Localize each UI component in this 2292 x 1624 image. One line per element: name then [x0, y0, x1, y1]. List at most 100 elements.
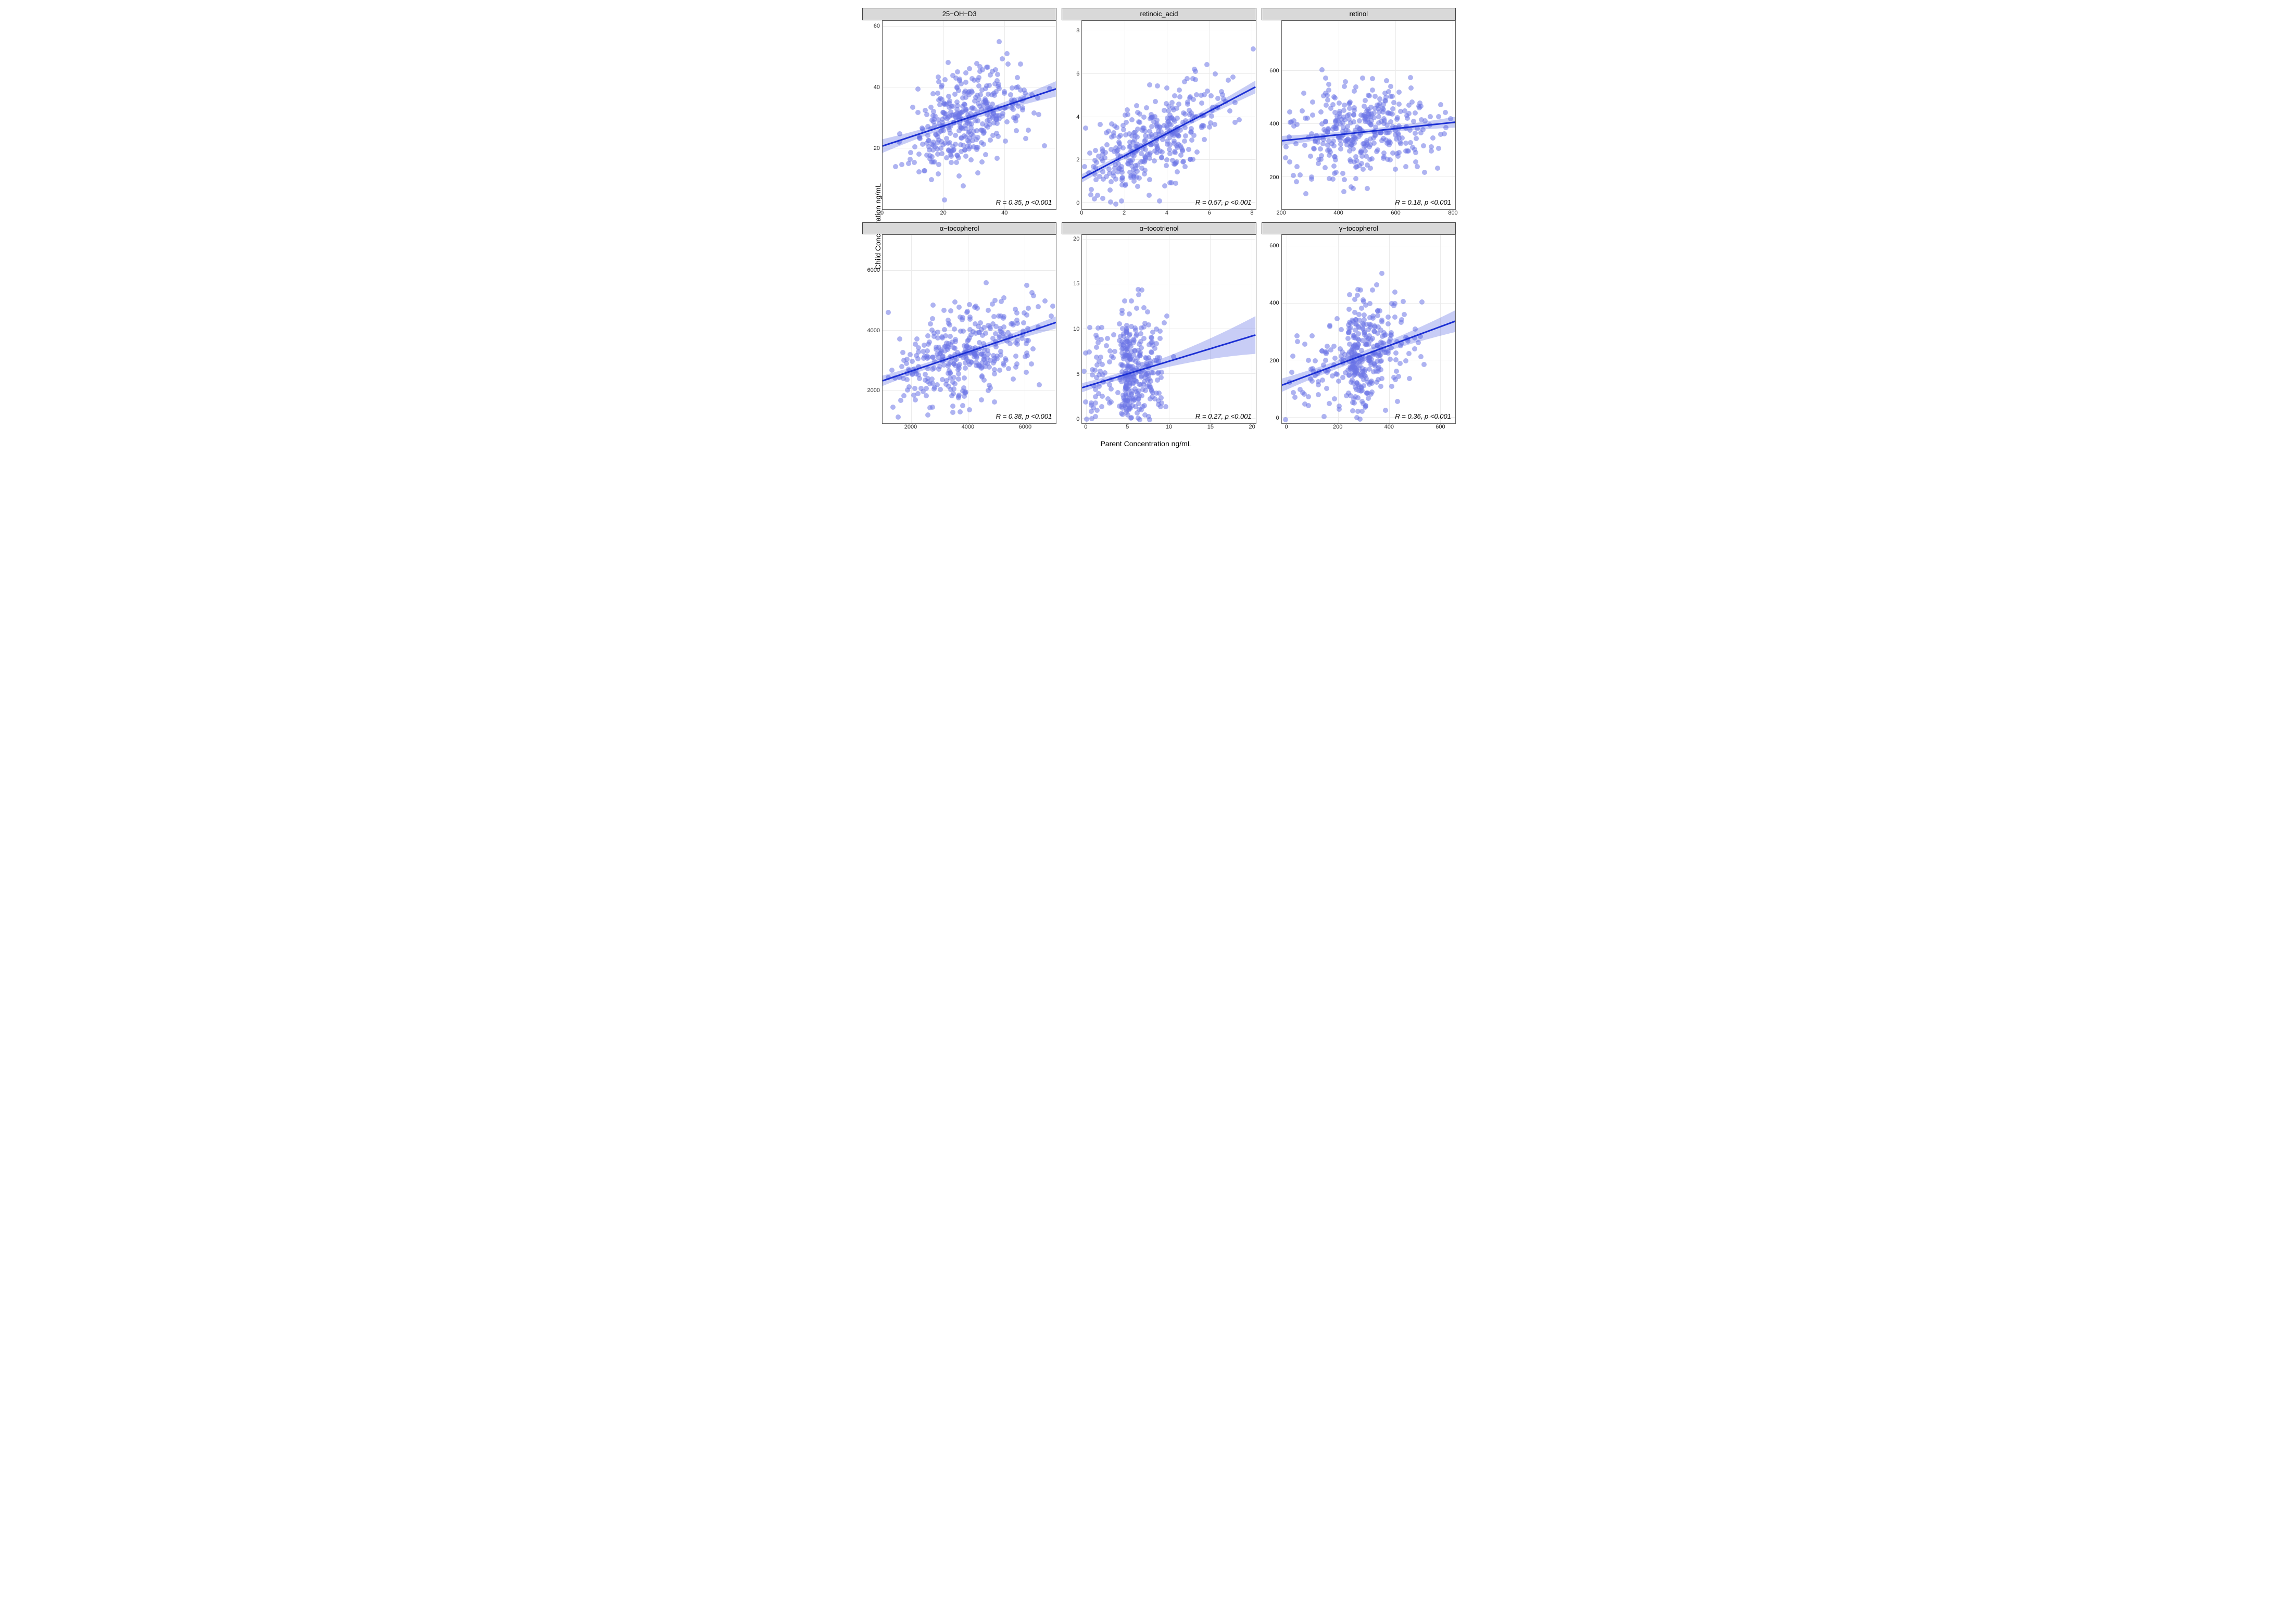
x-tick: 15: [1207, 424, 1214, 430]
regression-ribbon: [1282, 310, 1455, 392]
y-tick: 2000: [867, 388, 880, 394]
facet-panel-retinoic: retinoic_acid 0 2 4 6 8 R = 0.57, p <0.001 0 2 4 6…: [1062, 8, 1256, 218]
y-tick: 400: [1269, 121, 1279, 127]
regression-overlay: [883, 21, 1056, 209]
plot-area: R = 0.57, p <0.001: [1081, 20, 1256, 210]
y-tick: 6: [1076, 71, 1079, 77]
y-tick: 2: [1076, 157, 1079, 163]
x-tick: 400: [1333, 210, 1343, 216]
y-tick: 0: [1076, 200, 1079, 206]
x-tick-labels: 200400600800: [1281, 210, 1456, 218]
correlation-annotation: R = 0.27, p <0.001: [1195, 412, 1252, 420]
x-tick: 600: [1391, 210, 1400, 216]
facet-panel-atocotrienol: α−tocotrienol 0 5 10 15 20 R = 0.27, p <0.001 0…: [1062, 222, 1256, 433]
facet-panel-atocopherol: α−tocopherol 2000 4000 6000 R = 0.38, p <0.0…: [862, 222, 1056, 433]
facet-strip: retinoic_acid: [1062, 8, 1256, 20]
x-tick-labels: 0 20 40: [882, 210, 1056, 218]
x-tick: 0: [880, 210, 884, 216]
correlation-annotation: R = 0.57, p <0.001: [1195, 198, 1252, 206]
facet-panel-d3: 25−OH−D3 20 40 60 R = 0.35, p <0.001 0 20 40: [862, 8, 1056, 218]
x-tick-labels: 0 2 4 6 8: [1081, 210, 1256, 218]
y-tick: 6000: [867, 268, 880, 273]
plot-area: R = 0.36, p <0.001: [1281, 234, 1456, 424]
y-tick: 600: [1269, 68, 1279, 74]
y-tick: 200: [1269, 175, 1279, 181]
facet-strip: γ−tocopherol: [1262, 222, 1456, 235]
y-tick: 0: [1076, 417, 1079, 422]
correlation-annotation: R = 0.38, p <0.001: [996, 412, 1052, 420]
y-tick: 600: [1269, 243, 1279, 249]
y-tick-labels: 0 5 10 15 20: [1062, 234, 1081, 432]
y-tick: 40: [874, 85, 880, 91]
facet-panel-retinol: retinol 200 400 600 R = 0.18, p <0.001 200 400…: [1262, 8, 1456, 218]
x-tick: 0: [1084, 424, 1087, 430]
plot-area: R = 0.18, p <0.001: [1281, 20, 1456, 210]
y-tick: 400: [1269, 300, 1279, 306]
y-tick: 10: [1073, 326, 1079, 332]
regression-line: [883, 89, 1056, 146]
correlation-annotation: R = 0.35, p <0.001: [996, 198, 1052, 206]
regression-ribbon: [1082, 316, 1255, 392]
regression-overlay: [1082, 21, 1255, 209]
y-tick-labels: 20 40 60: [862, 20, 882, 218]
x-tick: 5: [1126, 424, 1129, 430]
x-tick-labels: 2000 4000 6000: [882, 424, 1056, 432]
x-tick: 600: [1435, 424, 1445, 430]
x-tick: 200: [1276, 210, 1286, 216]
regression-overlay: [1282, 235, 1455, 423]
regression-line: [883, 322, 1056, 381]
facet-strip: α−tocotrienol: [1062, 222, 1256, 235]
y-tick: 60: [874, 23, 880, 29]
y-tick: 20: [1073, 236, 1079, 242]
x-tick: 6000: [1019, 424, 1031, 430]
x-tick: 20: [1249, 424, 1255, 430]
x-tick: 2: [1123, 210, 1126, 216]
regression-overlay: [1282, 21, 1455, 209]
x-tick: 4000: [962, 424, 974, 430]
y-tick: 5: [1076, 372, 1079, 377]
x-tick: 10: [1166, 424, 1172, 430]
y-tick-labels: 0 2 4 6 8: [1062, 20, 1081, 218]
regression-overlay: [883, 235, 1056, 423]
facet-strip: α−tocopherol: [862, 222, 1056, 235]
x-tick: 20: [940, 210, 947, 216]
x-tick: 8: [1250, 210, 1253, 216]
regression-ribbon: [1082, 80, 1255, 182]
x-tick: 400: [1384, 424, 1394, 430]
x-tick: 200: [1333, 424, 1342, 430]
x-axis-label: Parent Concentration ng/mL: [1100, 439, 1191, 448]
regression-line: [1282, 122, 1455, 141]
y-tick: 4: [1076, 115, 1079, 120]
plot-area: R = 0.35, p <0.001: [882, 20, 1056, 210]
facet-strip: retinol: [1262, 8, 1456, 20]
facet-scatter-figure: Child Concentration ng/mL Parent Concent…: [834, 5, 1458, 448]
x-tick-labels: 0 5 10 15 20: [1081, 424, 1256, 432]
y-tick-labels: 0 200 400 600: [1262, 234, 1281, 432]
y-tick: 4000: [867, 328, 880, 334]
x-tick: 40: [1001, 210, 1008, 216]
y-tick: 200: [1269, 358, 1279, 364]
facet-grid: 25−OH−D3204060R = 0.35, p <0.00102040ret…: [862, 8, 1456, 432]
correlation-annotation: R = 0.18, p <0.001: [1395, 198, 1451, 206]
x-tick: 0: [1284, 424, 1288, 430]
x-tick: 2000: [904, 424, 917, 430]
y-tick: 0: [1276, 416, 1279, 421]
x-tick: 800: [1448, 210, 1457, 216]
y-tick: 8: [1076, 28, 1079, 34]
facet-strip: 25−OH−D3: [862, 8, 1056, 20]
regression-overlay: [1082, 235, 1255, 423]
x-tick-labels: 0 200 400 600: [1281, 424, 1456, 432]
correlation-annotation: R = 0.36, p <0.001: [1395, 412, 1451, 420]
y-tick: 20: [874, 146, 880, 152]
x-tick: 4: [1165, 210, 1168, 216]
regression-line: [1082, 335, 1255, 387]
y-tick-labels: 200 400 600: [1262, 20, 1281, 218]
plot-area: R = 0.27, p <0.001: [1081, 234, 1256, 424]
plot-area: R = 0.38, p <0.001: [882, 234, 1056, 424]
x-tick: 0: [1080, 210, 1083, 216]
y-tick: 15: [1073, 281, 1079, 287]
facet-panel-gtocopherol: γ−tocopherol 0 200 400 600 R = 0.36, p <0.001…: [1262, 222, 1456, 433]
regression-line: [1082, 87, 1255, 178]
x-tick: 6: [1208, 210, 1211, 216]
regression-line: [1282, 321, 1455, 385]
